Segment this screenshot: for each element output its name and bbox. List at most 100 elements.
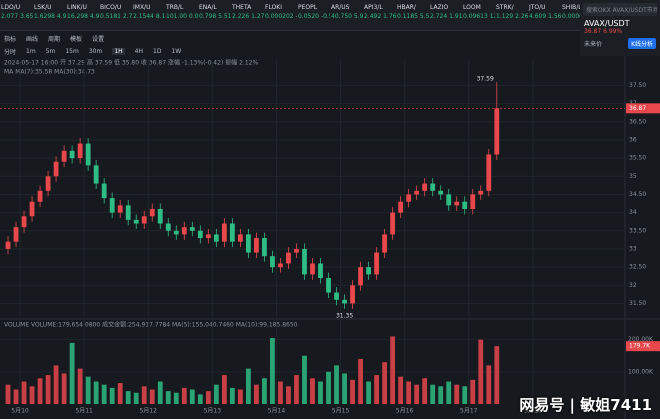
ticker[interactable]: JTO/U 4.609 1.56 <box>528 0 561 30</box>
volume-tick-label: 200.00K <box>628 336 654 343</box>
volume-bar <box>390 336 396 404</box>
pair-name[interactable]: AVAX/USDT <box>584 19 630 28</box>
interval[interactable]: 4H <box>134 47 144 55</box>
volume-bar <box>5 384 11 404</box>
candle-body <box>109 198 115 213</box>
ticker-change: 5.5 <box>419 13 429 20</box>
last-price-box <box>626 103 660 114</box>
tool[interactable]: 画线 <box>26 35 39 43</box>
ticker-price: 16.298 <box>67 13 88 20</box>
ticker[interactable]: LAZIO 2.724 1.91 <box>429 0 462 30</box>
y-tick-label: 34.50 <box>629 191 646 198</box>
ticker-price: 2.226 <box>232 13 250 20</box>
ticker-price: 1.6298 <box>34 13 55 20</box>
ticker-name: IMX/U <box>133 4 151 11</box>
ticker[interactable]: API3/L 2.492 1.76 <box>363 0 396 30</box>
tool[interactable]: 指标 <box>4 35 17 43</box>
search-box[interactable]: 搜索OKX AVAX/USDT市场 <box>583 3 657 16</box>
ticker-change: 0.0 <box>188 13 198 20</box>
volume-bar <box>414 384 420 404</box>
volume-bar <box>237 389 243 404</box>
interval[interactable]: 1W <box>171 47 182 55</box>
ticker-change: -0.5 <box>320 13 330 20</box>
mode-select[interactable]: 未来价 <box>584 41 603 48</box>
ticker[interactable]: SHIB/L0.00002 - <box>561 0 580 30</box>
interval[interactable]: 15m <box>65 47 79 55</box>
interval[interactable]: 1H <box>112 47 125 55</box>
candle-body <box>125 205 131 220</box>
volume-bar <box>53 365 59 404</box>
ticker-quote: 101.00 0.0 <box>166 12 198 21</box>
candle-body <box>270 256 275 268</box>
volume-bar <box>117 383 123 404</box>
volume-tick-label: 100.00K <box>628 368 654 375</box>
candle-body <box>446 194 452 206</box>
candle-body <box>181 227 187 235</box>
price: 36.87 <box>584 28 602 35</box>
x-tick-label: 5月10 <box>11 408 29 415</box>
x-tick-label: 5月14 <box>268 408 286 415</box>
ticker-quote: 2.1544 8.1 <box>133 12 165 21</box>
candle-body <box>454 201 460 206</box>
interval[interactable]: 分时 <box>4 48 17 56</box>
ticker[interactable]: TRB/L 101.00 0.0 <box>165 0 198 30</box>
toolbar: 指标 画线 周期 模板 设置 <box>0 32 584 44</box>
tool[interactable]: 模板 <box>70 35 83 43</box>
candle-body <box>197 230 203 239</box>
candle-body <box>350 285 355 304</box>
y-tick-label: 33 <box>629 245 637 252</box>
candle-body <box>262 238 267 257</box>
ticker[interactable]: STRK/1.129 2.26 <box>495 0 528 30</box>
ticker-quote: 40.750 5.9 <box>331 12 363 21</box>
candle-body <box>13 227 19 242</box>
candle-body <box>165 223 171 231</box>
volume-bar <box>109 387 115 404</box>
ticker-price: 0.0520 <box>298 13 319 20</box>
ticker-quote: 0.1185 5.5 <box>397 12 429 21</box>
volume-bar <box>101 384 107 404</box>
interval[interactable]: 1D <box>153 47 162 55</box>
interval[interactable]: 30m <box>88 47 103 55</box>
pair-panel: 搜索OKX AVAX/USDT市场 AVAX/USDT 36.87 6.99% … <box>580 0 660 56</box>
volume-bar <box>189 389 195 404</box>
ticker[interactable]: THETA 2.226 1.27 <box>231 0 264 30</box>
volume-bar <box>165 391 171 404</box>
volume-now-box <box>626 341 660 352</box>
ticker[interactable]: LINK/U 16.298 4.9 <box>66 0 99 30</box>
ticker[interactable]: HBAR/0.1185 5.5 <box>396 0 429 30</box>
ticker[interactable]: LDO/U 2.077 3.65 <box>0 0 33 30</box>
volume-bar <box>133 392 139 404</box>
y-tick-label: 35 <box>629 173 637 180</box>
volume-bar <box>462 386 468 404</box>
candle-body <box>358 267 363 286</box>
candle-body <box>478 190 484 195</box>
ticker-quote: 0.09613 12 <box>463 12 495 21</box>
volume-bar <box>221 375 227 404</box>
ticker-quote: 0.000202 - <box>265 12 297 21</box>
ticker-price: 40.750 <box>331 13 352 20</box>
interval[interactable]: 1m <box>26 47 36 55</box>
volume-bar <box>446 381 452 404</box>
ticker[interactable]: LSK/U 1.6298 4.9 <box>33 0 66 30</box>
candle-body <box>438 190 444 195</box>
ticker[interactable]: IMX/U 2.1544 8.1 <box>132 0 165 30</box>
interval[interactable]: 5m <box>45 47 56 55</box>
last-price-label: 36.87 <box>629 105 646 112</box>
ma-info: MA MA(7):35.58 MA(30):34.73 <box>4 69 95 76</box>
tool[interactable]: 设置 <box>92 35 105 43</box>
ticker-quote: 0.00002 - <box>562 12 580 21</box>
candle-body <box>213 234 219 242</box>
ticker[interactable]: ENA/L 0.798 5.51 <box>198 0 231 30</box>
candle-body <box>77 143 83 159</box>
ticker[interactable]: AR/US 40.750 5.9 <box>330 0 363 30</box>
ticker[interactable]: BICO/U 0.5181 2.7 <box>99 0 132 30</box>
volume-bar <box>254 384 259 404</box>
tool[interactable]: 周期 <box>48 35 61 43</box>
volume-bar <box>173 392 179 404</box>
analysis-button[interactable]: K线分析 <box>628 38 656 49</box>
volume-bar <box>342 373 347 404</box>
ticker-change: - <box>296 13 297 20</box>
